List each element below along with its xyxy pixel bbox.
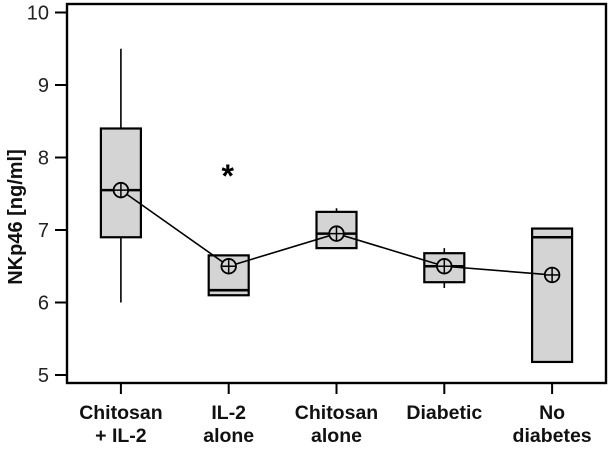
x-axis-label: alone <box>311 425 362 447</box>
x-axis-label: No <box>539 402 565 424</box>
x-axis-label: + IL-2 <box>95 425 147 447</box>
x-axis-label: Chitosan <box>79 402 162 424</box>
x-axis-label: diabetes <box>513 425 592 447</box>
y-axis-tick-label: 9 <box>38 75 49 97</box>
x-axis-label: IL-2 <box>211 402 246 424</box>
y-axis-title: NKp46 [ng/ml] <box>5 149 27 285</box>
x-axis-label: Diabetic <box>406 402 482 424</box>
x-axis-label: Chitosan <box>295 402 378 424</box>
y-axis-tick-label: 7 <box>38 220 49 242</box>
plot-frame <box>65 2 608 385</box>
y-axis-tick-label: 8 <box>38 148 49 170</box>
x-axis-label: alone <box>203 425 254 447</box>
y-axis-tick-label: 10 <box>27 3 49 25</box>
y-axis-tick-label: 5 <box>38 365 49 387</box>
y-axis-tick-label: 6 <box>38 293 49 315</box>
box <box>530 227 574 364</box>
significance-asterisk: * <box>221 158 234 194</box>
